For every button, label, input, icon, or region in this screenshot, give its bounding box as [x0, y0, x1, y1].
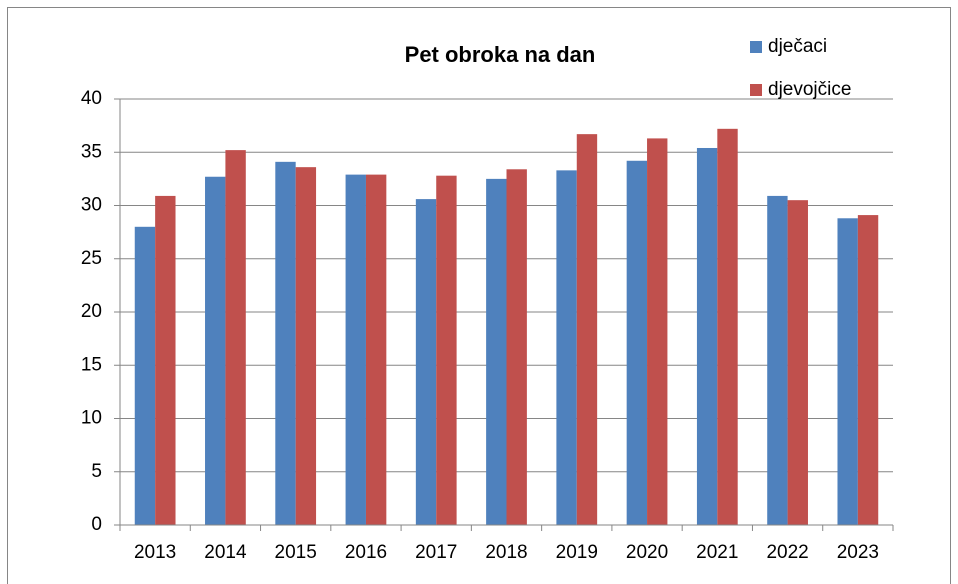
bar — [787, 200, 808, 526]
bar — [205, 176, 226, 525]
bar — [295, 167, 317, 525]
legend-label: djevojčice — [768, 79, 851, 100]
bar — [767, 195, 788, 526]
bar — [155, 195, 176, 526]
x-tick-label: 2017 — [415, 542, 457, 563]
bar — [626, 160, 648, 525]
x-tick-label: 2018 — [485, 542, 527, 563]
x-tick-label: 2019 — [556, 542, 598, 563]
y-tick-label: 0 — [91, 514, 102, 535]
legend-swatch — [750, 84, 762, 96]
y-tick-label: 30 — [81, 195, 102, 216]
x-tick-label: 2013 — [134, 542, 176, 563]
bar — [365, 174, 387, 526]
y-tick-label: 35 — [81, 141, 102, 162]
y-tick-label: 40 — [81, 88, 102, 109]
y-tick-label: 10 — [81, 408, 102, 429]
y-tick-label: 25 — [81, 248, 102, 269]
bar — [275, 161, 296, 525]
y-tick-label: 20 — [81, 301, 102, 322]
bar — [436, 175, 457, 525]
x-tick-label: 2016 — [345, 542, 387, 563]
bar — [486, 178, 507, 525]
bar — [837, 218, 858, 525]
bar — [345, 174, 366, 526]
legend-label: dječaci — [768, 36, 827, 57]
bar — [225, 150, 246, 525]
bar — [576, 134, 598, 525]
x-tick-label: 2014 — [204, 542, 247, 563]
x-tick-label: 2023 — [837, 542, 879, 563]
bar — [415, 199, 437, 526]
legend-swatch — [750, 41, 762, 53]
x-tick-label: 2022 — [766, 542, 808, 563]
bar — [556, 170, 577, 526]
bar — [857, 215, 879, 525]
bar — [506, 169, 527, 526]
bar — [717, 128, 738, 525]
chart-title: Pet obroka na dan — [405, 42, 596, 67]
x-tick-label: 2021 — [696, 542, 738, 563]
x-tick-label: 2020 — [626, 542, 668, 563]
x-tick-label: 2015 — [275, 542, 317, 563]
bar — [696, 147, 718, 526]
bar — [134, 226, 156, 526]
y-tick-label: 15 — [81, 354, 102, 375]
y-tick-label: 5 — [91, 461, 102, 482]
bar — [647, 138, 668, 525]
